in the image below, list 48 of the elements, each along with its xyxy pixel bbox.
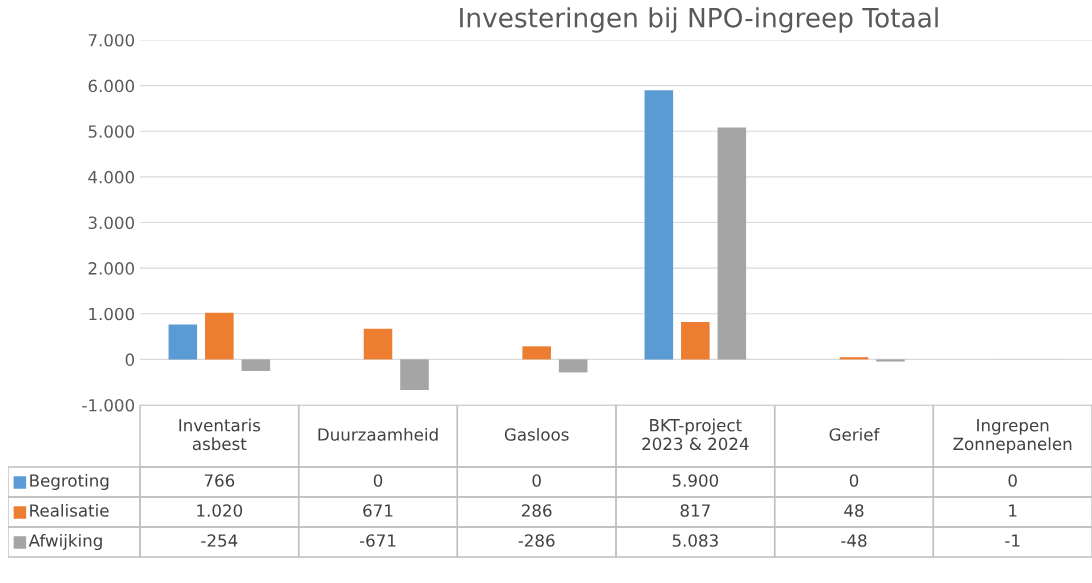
data-label: 817 bbox=[680, 504, 710, 517]
data-label: 766 bbox=[204, 474, 235, 487]
data-label: 0 bbox=[1008, 474, 1017, 487]
y-tick-label: 0 bbox=[125, 353, 135, 366]
y-tick-label: 5.000 bbox=[88, 125, 135, 138]
data-label: 0 bbox=[373, 474, 383, 487]
data-label: 48 bbox=[844, 504, 864, 517]
bar bbox=[400, 359, 429, 390]
data-label: -48 bbox=[841, 534, 867, 547]
bar bbox=[717, 127, 747, 360]
x-tick-label: Gerief bbox=[829, 427, 880, 441]
y-tick-label: 1.000 bbox=[89, 307, 135, 321]
data-label: 5.083 bbox=[672, 534, 718, 547]
legend-label: Afwijking bbox=[28, 533, 102, 551]
legend-label: Realisatie bbox=[30, 503, 109, 517]
data-label: 1 bbox=[1009, 504, 1017, 517]
bar bbox=[363, 328, 393, 360]
x-tick-label: Gasloos bbox=[504, 427, 569, 441]
bar bbox=[644, 90, 674, 360]
data-label: -286 bbox=[518, 534, 555, 547]
bar bbox=[558, 359, 588, 373]
bar bbox=[241, 359, 271, 371]
x-tick-label: Inventaris asbest bbox=[179, 418, 261, 451]
y-tick-label: 3.000 bbox=[88, 216, 135, 230]
data-label: 1.020 bbox=[197, 504, 243, 517]
data-label: -1 bbox=[1005, 534, 1020, 547]
bar bbox=[168, 324, 198, 360]
data-label: 671 bbox=[363, 504, 393, 517]
x-tick-label: Ingrepen Zonnepanelen bbox=[953, 419, 1072, 454]
data-label: 286 bbox=[521, 504, 552, 517]
bar bbox=[876, 359, 905, 362]
chart-title: Investeringen bij NPO-ingreep Totaal bbox=[460, 7, 938, 33]
legend-label: Begroting bbox=[30, 473, 109, 491]
y-tick-label: 2.000 bbox=[88, 262, 135, 275]
data-label: -671 bbox=[359, 534, 396, 547]
y-tick-label: 4.000 bbox=[88, 170, 135, 184]
y-tick-label: 7.000 bbox=[88, 33, 135, 47]
data-label: 5.900 bbox=[672, 474, 719, 487]
x-tick-label: Duurzaamheid bbox=[318, 427, 438, 441]
bar bbox=[681, 322, 710, 360]
bar bbox=[205, 312, 234, 360]
data-label: 0 bbox=[849, 474, 859, 487]
bar bbox=[522, 346, 551, 360]
x-tick-label: BKT-project 2023 & 2024 bbox=[642, 418, 749, 451]
data-label: -254 bbox=[201, 534, 238, 547]
y-tick-label: -1.000 bbox=[82, 398, 135, 412]
y-tick-label: 6.000 bbox=[88, 79, 135, 93]
data-label: 0 bbox=[532, 474, 541, 487]
